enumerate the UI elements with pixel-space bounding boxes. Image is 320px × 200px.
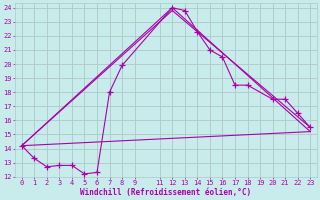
X-axis label: Windchill (Refroidissement éolien,°C): Windchill (Refroidissement éolien,°C) — [80, 188, 252, 197]
